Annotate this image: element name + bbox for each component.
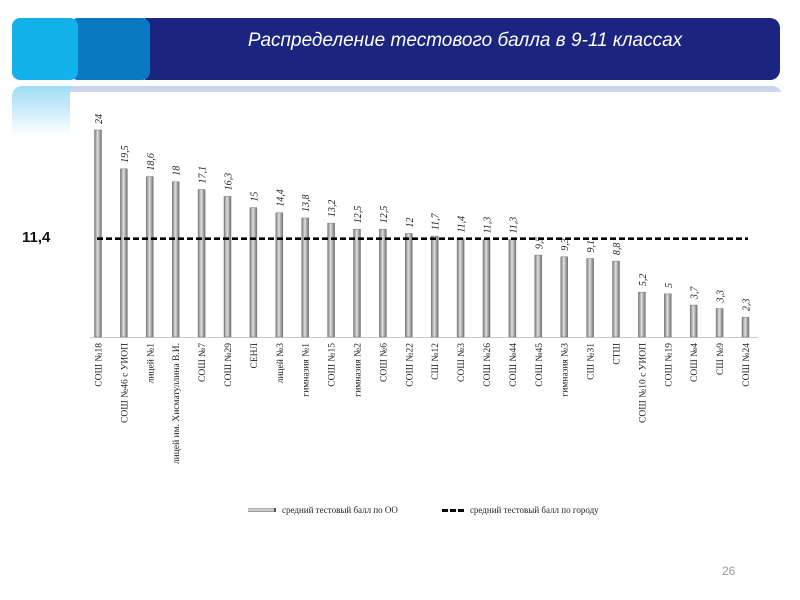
legend-label-school: средний тестовый балл по ОО	[282, 505, 398, 515]
bar	[379, 228, 387, 338]
bar-value-label: 17,1	[198, 166, 209, 184]
header-reflection-accent	[12, 86, 72, 136]
category-label: СОШ №18	[95, 343, 105, 387]
bar	[405, 233, 413, 338]
bar-value-label: 9,3	[560, 238, 571, 251]
bar	[249, 207, 258, 338]
accent-square-light	[12, 18, 78, 80]
legend-dash-swatch	[441, 508, 464, 512]
bar	[301, 217, 309, 338]
bar	[223, 196, 232, 338]
bar	[197, 189, 206, 338]
category-label: СШ №12	[431, 343, 441, 380]
bar-value-label: 3,7	[690, 286, 701, 301]
page-number: 26	[722, 564, 736, 578]
bar-value-label: 11,3	[483, 217, 494, 234]
bar-value-label: 8,8	[612, 243, 623, 256]
category-label: лицей №3	[275, 343, 286, 384]
category-label: СЕНЛ	[250, 342, 260, 368]
bar-value-label: 14,4	[275, 189, 286, 207]
bar-value-label: 9,5	[534, 237, 545, 250]
category-label: СТШ	[613, 343, 623, 365]
bar	[327, 222, 335, 338]
city-average-label: 11,4	[22, 229, 51, 246]
bar	[715, 308, 724, 338]
bar	[689, 304, 698, 338]
bar-value-label: 13,8	[301, 194, 312, 212]
bar-value-label: 16,3	[224, 173, 235, 191]
chart-legend: средний тестовый балл по ОО средний тест…	[248, 505, 599, 515]
bar-value-label: 24	[94, 114, 105, 124]
chart-panel	[70, 92, 782, 552]
bar	[612, 260, 620, 338]
category-label: СОШ №15	[328, 343, 338, 387]
bar-value-label: 13,2	[327, 200, 338, 218]
bar	[353, 228, 361, 338]
bar	[275, 212, 284, 338]
category-label: СОШ №24	[742, 343, 752, 387]
bar-value-label: 19,5	[120, 145, 131, 163]
bar-value-label: 5	[664, 283, 675, 288]
bar	[94, 129, 102, 338]
bar	[482, 239, 491, 338]
bar-value-label: 12,5	[353, 206, 364, 224]
bar-value-label: 11,7	[431, 212, 442, 230]
bar	[171, 181, 180, 338]
slide-title: Распределение тестового балла в 9-11 кла…	[247, 30, 683, 51]
accent-square-mid	[70, 18, 150, 80]
bar	[664, 293, 672, 338]
legend-label-city: средний тестовый балл по городу	[469, 505, 599, 515]
category-label: СОШ №44	[509, 343, 519, 387]
bar-value-label: 11,3	[508, 217, 519, 234]
category-label: гимназия №3	[561, 343, 571, 397]
category-label: СОШ №6	[379, 343, 389, 382]
category-label: гимназия №2	[354, 343, 364, 397]
bar	[146, 176, 154, 338]
category-label: СОШ №46 с УИОП	[120, 343, 130, 423]
bar-value-label: 12	[405, 218, 416, 228]
bar-value-label: 3,3	[716, 290, 727, 304]
category-label: гимназия №1	[302, 343, 312, 397]
bar-value-label: 9,1	[586, 240, 597, 253]
category-label: СОШ №45	[535, 343, 545, 387]
category-label: СШ №9	[716, 343, 726, 375]
bar-value-label: 2,3	[742, 299, 753, 312]
header-bar	[145, 18, 780, 80]
bar	[741, 316, 750, 338]
bar	[120, 168, 128, 338]
category-label: СОШ №7	[198, 343, 208, 382]
bar	[534, 254, 543, 338]
bar	[586, 258, 594, 338]
category-label: СОШ №10 с УИОП	[638, 343, 648, 423]
bar	[638, 291, 646, 338]
bar	[560, 256, 568, 338]
bar	[430, 235, 439, 338]
category-label: СОШ №22	[405, 343, 415, 387]
category-label: лицей №1	[145, 343, 156, 384]
category-label: СШ №31	[587, 343, 597, 380]
category-label: СОШ №26	[483, 343, 493, 387]
bar	[456, 238, 465, 338]
category-label: лицей им. Хисматуллина В.И.	[171, 343, 182, 464]
bar-value-label: 11,4	[457, 216, 468, 233]
category-label: СОШ №29	[224, 343, 234, 387]
legend-bar-swatch	[248, 508, 276, 512]
bar-value-label: 15	[249, 192, 260, 202]
bar-value-label: 12,5	[379, 206, 390, 224]
bar-value-label: 5,2	[638, 274, 649, 287]
category-label: СОШ №4	[690, 343, 700, 382]
bar-value-label: 18,6	[146, 153, 157, 171]
bar	[508, 239, 517, 338]
category-label: СОШ №3	[457, 343, 467, 382]
category-label: СОШ №19	[664, 343, 674, 387]
bar-value-label: 18	[172, 166, 183, 176]
